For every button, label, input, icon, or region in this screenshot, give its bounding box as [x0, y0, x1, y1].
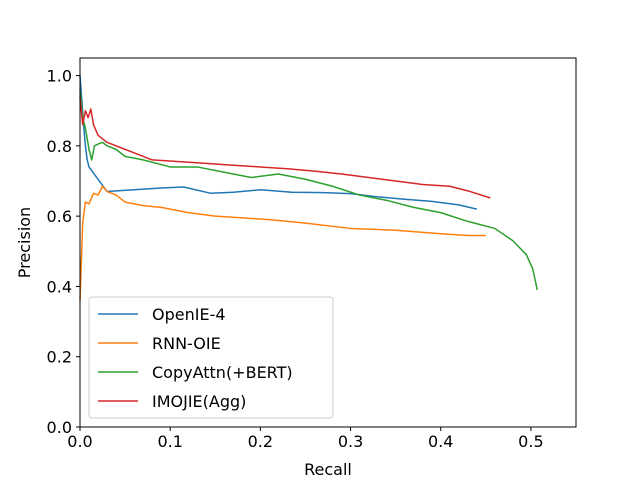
- legend-label-3: CopyAttn(+BERT): [152, 363, 293, 382]
- plot-frame: [79, 57, 577, 428]
- series-line-1: [79, 75, 477, 210]
- legend-label-1: OpenIE-4: [152, 305, 226, 324]
- x-axis-ticks: 0.0 0.1 0.2 0.3 0.4 0.5: [67, 427, 544, 451]
- y-tick-label: 0.8: [47, 137, 72, 156]
- x-axis-label: Recall: [304, 460, 352, 479]
- series-line-3: [79, 89, 538, 291]
- legend: OpenIE-4 RNN-OIE CopyAttn(+BERT) IMOJIE(Agg…: [88, 296, 334, 419]
- legend-frame: [88, 296, 334, 419]
- y-tick-label: 0.2: [47, 348, 72, 367]
- series-line-4: [79, 96, 491, 199]
- legend-label-2: RNN-OIE: [152, 334, 221, 353]
- y-tick-label: 0.0: [47, 418, 72, 437]
- legend-label-4: IMOJIE(Agg): [152, 392, 246, 411]
- x-tick-label: 0.0: [67, 432, 92, 451]
- y-tick-label: 0.4: [47, 277, 72, 296]
- y-tick-label: 1.0: [47, 67, 72, 86]
- x-tick-label: 0.5: [518, 432, 543, 451]
- x-tick-label: 0.1: [157, 432, 182, 451]
- plot-lines: [79, 75, 538, 301]
- x-tick-label: 0.2: [248, 432, 273, 451]
- x-tick-label: 0.3: [338, 432, 363, 451]
- y-tick-label: 0.6: [47, 207, 72, 226]
- series-line-2: [79, 185, 486, 301]
- y-axis-label: Precision: [15, 207, 34, 278]
- x-tick-label: 0.4: [428, 432, 453, 451]
- y-axis-ticks: 0.0 0.2 0.4 0.6 0.8 1.0: [47, 67, 80, 437]
